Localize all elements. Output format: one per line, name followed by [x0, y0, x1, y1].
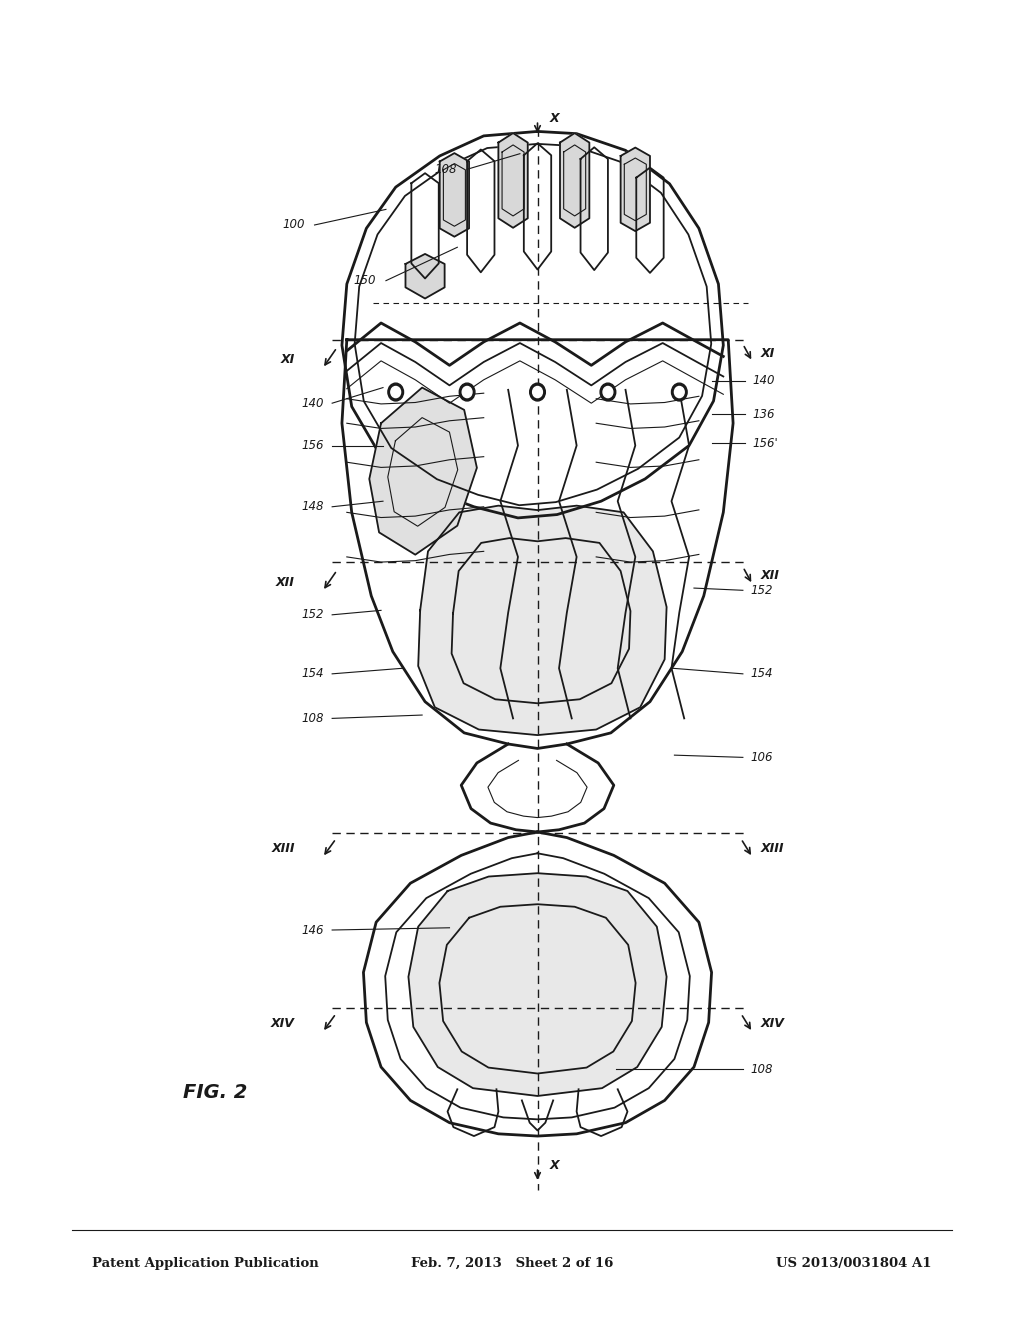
- Text: Patent Application Publication: Patent Application Publication: [92, 1257, 318, 1270]
- Polygon shape: [499, 133, 527, 228]
- Text: 148: 148: [302, 500, 325, 513]
- Polygon shape: [364, 832, 712, 1137]
- Polygon shape: [342, 339, 733, 748]
- Text: 108: 108: [302, 711, 325, 725]
- Text: FIG. 2: FIG. 2: [182, 1082, 247, 1102]
- Polygon shape: [439, 153, 469, 236]
- Text: 152: 152: [751, 583, 773, 597]
- Text: XIV: XIV: [271, 1018, 295, 1030]
- Polygon shape: [406, 253, 444, 298]
- Circle shape: [460, 383, 475, 401]
- Text: XIII: XIII: [761, 842, 784, 855]
- Text: XIV: XIV: [761, 1018, 784, 1030]
- Text: XI: XI: [281, 354, 295, 366]
- Text: 108: 108: [751, 1063, 773, 1076]
- Text: 108: 108: [435, 162, 458, 176]
- Text: 150: 150: [353, 275, 376, 288]
- Text: 156': 156': [753, 437, 778, 450]
- Text: X: X: [549, 1159, 559, 1172]
- Polygon shape: [370, 388, 477, 554]
- Text: 100: 100: [283, 219, 305, 231]
- Text: 152: 152: [302, 609, 325, 622]
- Circle shape: [532, 387, 543, 397]
- Text: 136: 136: [753, 408, 775, 421]
- Text: 140: 140: [302, 397, 325, 409]
- Circle shape: [603, 387, 612, 397]
- Circle shape: [672, 383, 687, 401]
- Text: 154: 154: [751, 668, 773, 680]
- Circle shape: [391, 387, 400, 397]
- Text: XII: XII: [276, 576, 295, 589]
- Text: XII: XII: [761, 569, 779, 582]
- Text: 140: 140: [753, 375, 775, 387]
- Circle shape: [462, 387, 472, 397]
- Text: XI: XI: [761, 347, 775, 359]
- Text: XIII: XIII: [271, 842, 295, 855]
- Polygon shape: [409, 874, 667, 1096]
- Text: 146: 146: [302, 924, 325, 936]
- Circle shape: [529, 383, 546, 401]
- Text: 106: 106: [751, 751, 773, 764]
- Circle shape: [600, 383, 615, 401]
- Circle shape: [675, 387, 684, 397]
- Polygon shape: [560, 133, 590, 228]
- Circle shape: [388, 383, 403, 401]
- Text: X: X: [549, 112, 559, 124]
- Polygon shape: [342, 132, 723, 517]
- Polygon shape: [418, 506, 667, 735]
- Text: Feb. 7, 2013   Sheet 2 of 16: Feb. 7, 2013 Sheet 2 of 16: [411, 1257, 613, 1270]
- Text: 154: 154: [302, 668, 325, 680]
- Text: US 2013/0031804 A1: US 2013/0031804 A1: [776, 1257, 932, 1270]
- Text: 156: 156: [302, 440, 325, 451]
- Polygon shape: [621, 148, 650, 231]
